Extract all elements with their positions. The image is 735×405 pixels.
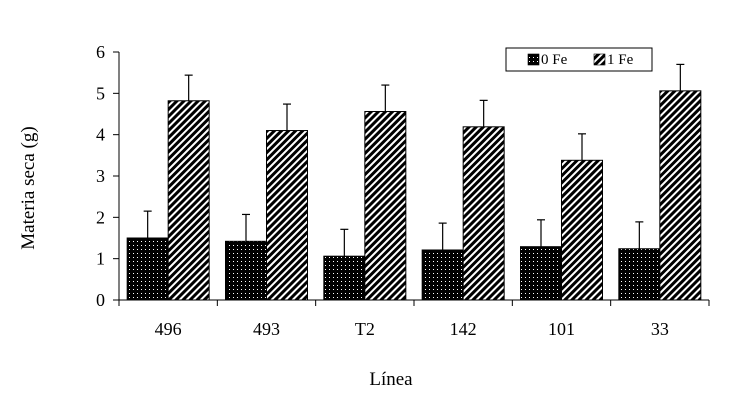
bar-0-fe-142 (421, 249, 464, 301)
legend-swatch-0 (527, 53, 540, 66)
bar-1-fe-T2 (364, 111, 407, 301)
y-tick-label: 6 (96, 42, 105, 62)
bar-1-fe-33 (659, 90, 702, 301)
y-tick-label: 3 (96, 166, 105, 186)
bar-1-fe-101 (561, 159, 603, 301)
y-tick-label: 1 (96, 249, 105, 269)
bar-0-fe-496 (126, 237, 169, 301)
x-tick-label: 101 (548, 319, 575, 339)
bar-1-fe-142 (462, 126, 505, 301)
y-axis-label: Materia seca (g) (18, 126, 39, 249)
bar-1-fe-493 (266, 130, 308, 301)
bars (126, 63, 702, 301)
bar-1-fe-496 (167, 100, 210, 301)
x-tick-label: T2 (355, 319, 375, 339)
axes (113, 51, 710, 306)
y-tick-label: 2 (96, 207, 105, 227)
legend-box (505, 47, 653, 72)
tick-labels: 0 1 2 3 4 5 6 496 493 T2 142 101 33 (96, 42, 669, 339)
x-axis-label: Línea (369, 369, 413, 390)
x-tick-label: 496 (155, 319, 182, 339)
legend-swatch-1 (593, 53, 606, 66)
legend-label-1: 1 Fe (607, 52, 634, 68)
y-tick-label: 0 (96, 290, 105, 310)
legend-label-0: 0 Fe (541, 52, 568, 68)
x-tick-label: 142 (450, 319, 477, 339)
y-tick-label: 4 (96, 125, 105, 145)
bar-0-fe-493 (225, 240, 267, 301)
x-tick-label: 33 (651, 319, 669, 339)
legend: 0 Fe 1 Fe (505, 47, 653, 72)
x-tick-label: 493 (253, 319, 280, 339)
bar-0-fe-33 (618, 248, 661, 301)
bar-0-fe-101 (520, 246, 562, 301)
bar-0-fe-T2 (323, 255, 366, 301)
y-tick-label: 5 (96, 83, 105, 103)
